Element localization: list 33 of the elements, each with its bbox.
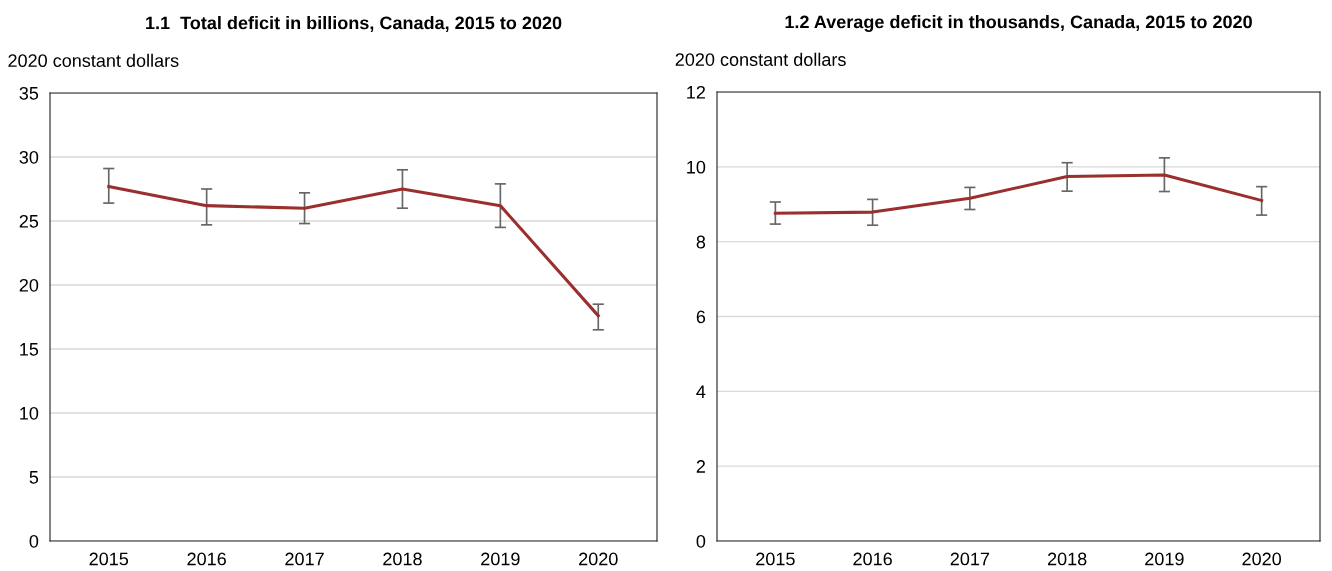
y-tick-label: 4 [696,385,706,398]
x-tick-label: 2016 [187,552,226,566]
x-tick-label: 2020 [579,552,618,566]
x-tick-label: 2017 [950,552,990,566]
line-series [773,173,1264,215]
y-tick-label: 30 [19,150,39,164]
y-tick-label: 0 [29,534,39,548]
x-tick-label: 2015 [756,552,795,566]
y-tick-label: 10 [20,406,39,420]
y-axis-title: 2020 constant dollars [8,53,179,68]
x-tick-label: 2018 [383,552,422,566]
y-tick-label: 12 [687,85,705,99]
x-tick-label: 2016 [853,552,892,566]
y-tick-label: 6 [696,310,706,324]
y-tick-label: 25 [19,214,39,228]
x-tick-label: 2017 [285,552,324,566]
chart-title: 1.1 Total deficit in billions, Canada, 2015 to 2020 [146,16,562,32]
y-tick-label: 20 [19,278,39,292]
y-tick-label: 2 [696,460,705,473]
y-tick-label: 15 [20,343,39,356]
x-tick-label: 2019 [1145,552,1184,566]
x-tick-label: 2015 [89,552,129,566]
y-tick-label: 35 [19,86,39,100]
x-tick-label: 2018 [1047,552,1087,566]
y-tick-label: 10 [687,160,706,174]
line-series [107,184,600,318]
x-tick-label: 2019 [481,552,520,566]
y-tick-label: 5 [29,471,39,484]
y-tick-label: 0 [696,534,706,548]
y-tick-label: 8 [696,235,706,249]
chart-title: 1.2 Average deficit in thousands, Canada, 2015 to 2020 [785,15,1252,32]
x-tick-label: 2020 [1242,552,1282,566]
y-axis-title: 2020 constant dollars [675,52,846,66]
